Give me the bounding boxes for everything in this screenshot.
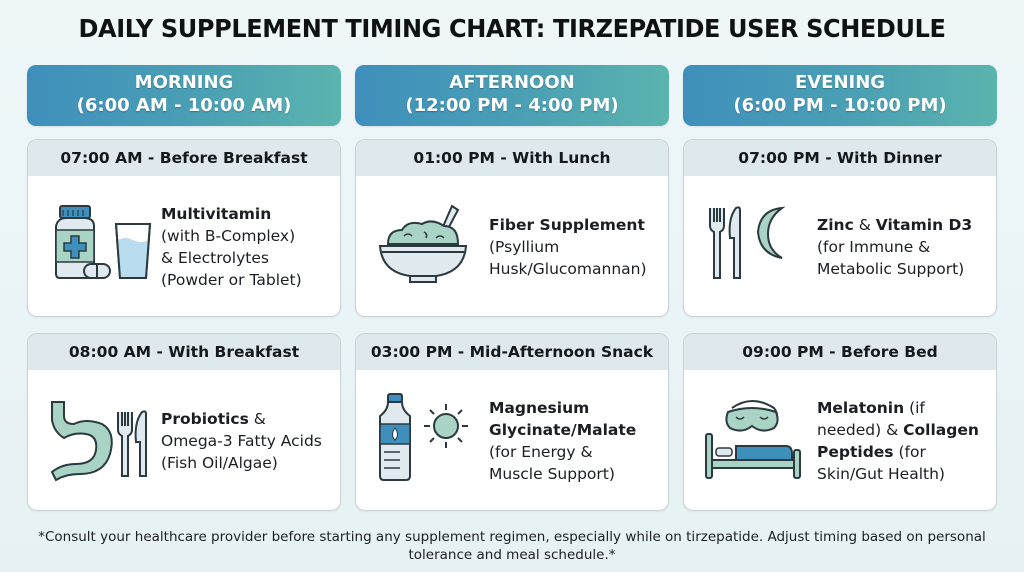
period-range: (12:00 PM - 4:00 PM) xyxy=(405,95,619,116)
slot-description: Magnesium Glycinate/Malate (for Energy &… xyxy=(489,398,637,483)
column-morning: MORNING (6:00 AM - 10:00 AM) 07:00 AM - … xyxy=(27,65,341,511)
slot-card-0100pm: 01:00 PM - With Lunch Fiber Supplement (… xyxy=(355,139,669,317)
slot-time: 03:00 PM - Mid-Afternoon Snack xyxy=(356,334,668,370)
slot-card-0300pm: 03:00 PM - Mid-Afternoon Snack Magnesium… xyxy=(355,333,669,511)
period-range: (6:00 AM - 10:00 AM) xyxy=(76,95,292,116)
slot-description: Fiber Supplement (Psyllium Husk/Glucoman… xyxy=(489,215,647,278)
period-header-afternoon: AFTERNOON (12:00 PM - 4:00 PM) xyxy=(355,65,669,126)
utensils-and-moon-icon xyxy=(702,196,812,291)
period-header-evening: EVENING (6:00 PM - 10:00 PM) xyxy=(683,65,997,126)
slot-card-0700am: 07:00 AM - Before Breakfast Multivitam xyxy=(27,139,341,317)
slot-time: 08:00 AM - With Breakfast xyxy=(28,334,340,370)
period-header-morning: MORNING (6:00 AM - 10:00 AM) xyxy=(27,65,341,126)
column-evening: EVENING (6:00 PM - 10:00 PM) 07:00 PM - … xyxy=(683,65,997,511)
slot-description: Zinc & Vitamin D3 (for Immune & Metaboli… xyxy=(817,215,973,278)
slot-card-0700pm: 07:00 PM - With Dinner Zinc & Vitamin D3… xyxy=(683,139,997,317)
slot-time: 01:00 PM - With Lunch xyxy=(356,140,668,176)
column-afternoon: AFTERNOON (12:00 PM - 4:00 PM) 01:00 PM … xyxy=(355,65,669,511)
slot-time: 07:00 AM - Before Breakfast xyxy=(28,140,340,176)
period-name: MORNING xyxy=(134,72,234,93)
water-bottle-and-sun-icon xyxy=(374,390,484,485)
period-range: (6:00 PM - 10:00 PM) xyxy=(733,95,947,116)
page-title: DAILY SUPPLEMENT TIMING CHART: TIRZEPATI… xyxy=(78,14,946,43)
slot-time: 07:00 PM - With Dinner xyxy=(684,140,996,176)
period-name: AFTERNOON xyxy=(449,72,575,93)
slot-card-0800am: 08:00 AM - With Breakfast Probiotics & O… xyxy=(27,333,341,511)
fiber-bowl-icon xyxy=(374,196,484,291)
stomach-and-utensils-icon xyxy=(46,390,156,485)
slot-description: Probiotics & Omega-3 Fatty Acids (Fish O… xyxy=(161,409,322,472)
period-name: EVENING xyxy=(794,72,886,93)
disclaimer-footnote: *Consult your healthcare provider before… xyxy=(38,529,986,563)
bed-and-sleep-mask-icon xyxy=(702,390,812,485)
slot-description: Multivitamin (with B-Complex) & Electrol… xyxy=(161,204,302,289)
slot-time: 09:00 PM - Before Bed xyxy=(684,334,996,370)
slot-card-0900pm: 09:00 PM - Before Bed Melatonin (if need… xyxy=(683,333,997,511)
pill-bottle-and-glass-icon xyxy=(46,196,156,291)
slot-description: Melatonin (if needed) & Collagen Peptide… xyxy=(817,398,979,483)
